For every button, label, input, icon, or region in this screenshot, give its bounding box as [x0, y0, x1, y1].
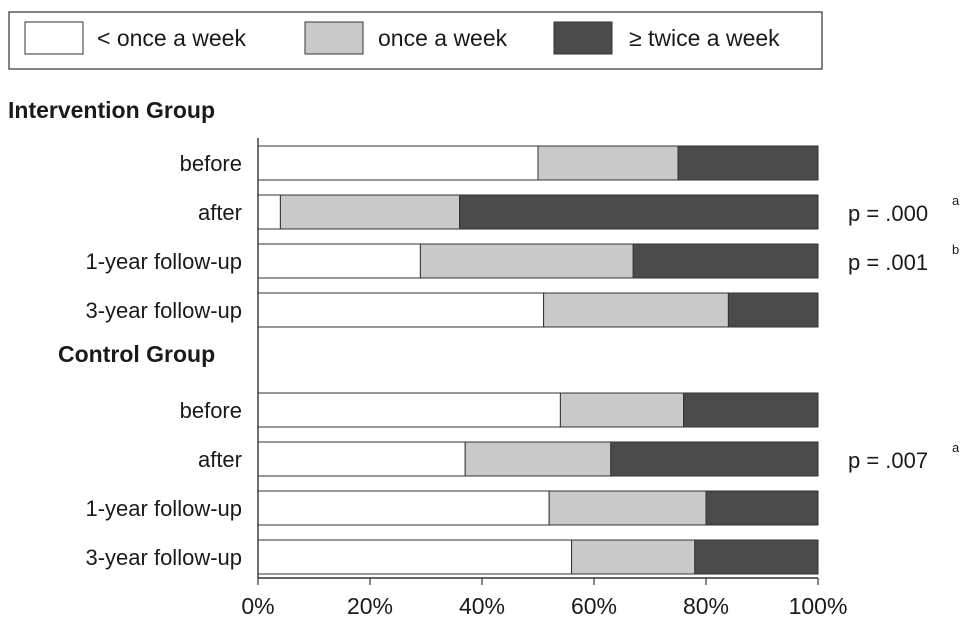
bar-segment-1-3-1	[571, 539, 696, 575]
row-label-1-0: before	[180, 398, 242, 423]
bar-segment-1-2-2	[705, 490, 819, 526]
bar-segment-1-3-2	[694, 539, 819, 575]
chart-groups: Intervention Group before after p = .000 a 1-…	[8, 97, 960, 575]
bar-segment-1-0-0	[257, 392, 561, 428]
bar-segment-0-0-2	[677, 145, 819, 181]
bar-segment-0-1-2	[459, 194, 819, 230]
bar-segment-0-3-1	[543, 292, 729, 328]
bar-segment-0-3-2	[727, 292, 819, 328]
x-tick-label-0: 0%	[241, 593, 274, 619]
bar-segment-1-0-2	[683, 392, 819, 428]
bar-segment-0-2-1	[419, 243, 634, 279]
bar-segment-0-2-2	[632, 243, 819, 279]
legend-box	[8, 11, 823, 70]
row-label-0-3: 3-year follow-up	[85, 298, 242, 323]
legend-swatch-2	[553, 21, 613, 55]
bar-segment-1-2-0	[257, 490, 550, 526]
bar-segment-1-2-1	[548, 490, 707, 526]
bar-segment-1-1-0	[257, 441, 466, 477]
row-label-1-2: 1-year follow-up	[85, 496, 242, 521]
group-title-0: Intervention Group	[8, 97, 215, 123]
row-label-0-0: before	[180, 151, 242, 176]
legend-label-1: once a week	[378, 25, 508, 51]
row-label-0-2: 1-year follow-up	[85, 249, 242, 274]
bar-segment-0-1-0	[257, 194, 281, 230]
x-tick-label-3: 60%	[571, 593, 617, 619]
legend-swatch-0	[24, 21, 84, 55]
bar-segment-0-1-1	[279, 194, 461, 230]
x-tick-label-5: 100%	[789, 593, 848, 619]
x-tick-label-1: 20%	[347, 593, 393, 619]
bar-segment-1-3-0	[257, 539, 573, 575]
legend: < once a week once a week ≥ twice a week	[8, 11, 823, 70]
x-axis: 0% 20% 40% 60% 80% 100%	[241, 138, 847, 619]
row-label-1-1: after	[198, 447, 242, 472]
bar-segment-1-0-1	[559, 392, 685, 428]
p-value-0-1: p = .000	[848, 201, 928, 226]
bar-segment-0-3-0	[257, 292, 545, 328]
p-note-0-2: b	[952, 242, 959, 257]
row-label-0-1: after	[198, 200, 242, 225]
p-value-1-1: p = .007	[848, 448, 928, 473]
bar-segment-0-0-1	[537, 145, 679, 181]
bar-segment-0-0-0	[257, 145, 539, 181]
bar-segment-0-2-0	[257, 243, 421, 279]
legend-swatch-1	[304, 21, 364, 55]
legend-label-0: < once a week	[97, 25, 246, 51]
x-tick-label-4: 80%	[683, 593, 729, 619]
legend-label-2: ≥ twice a week	[629, 25, 780, 51]
p-note-0-1: a	[952, 193, 960, 208]
group-title-1: Control Group	[58, 341, 215, 367]
p-value-0-2: p = .001	[848, 250, 928, 275]
x-tick-label-2: 40%	[459, 593, 505, 619]
bar-segment-1-1-1	[464, 441, 612, 477]
bar-segment-1-1-2	[610, 441, 819, 477]
p-note-1-1: a	[952, 440, 960, 455]
row-label-1-3: 3-year follow-up	[85, 545, 242, 570]
